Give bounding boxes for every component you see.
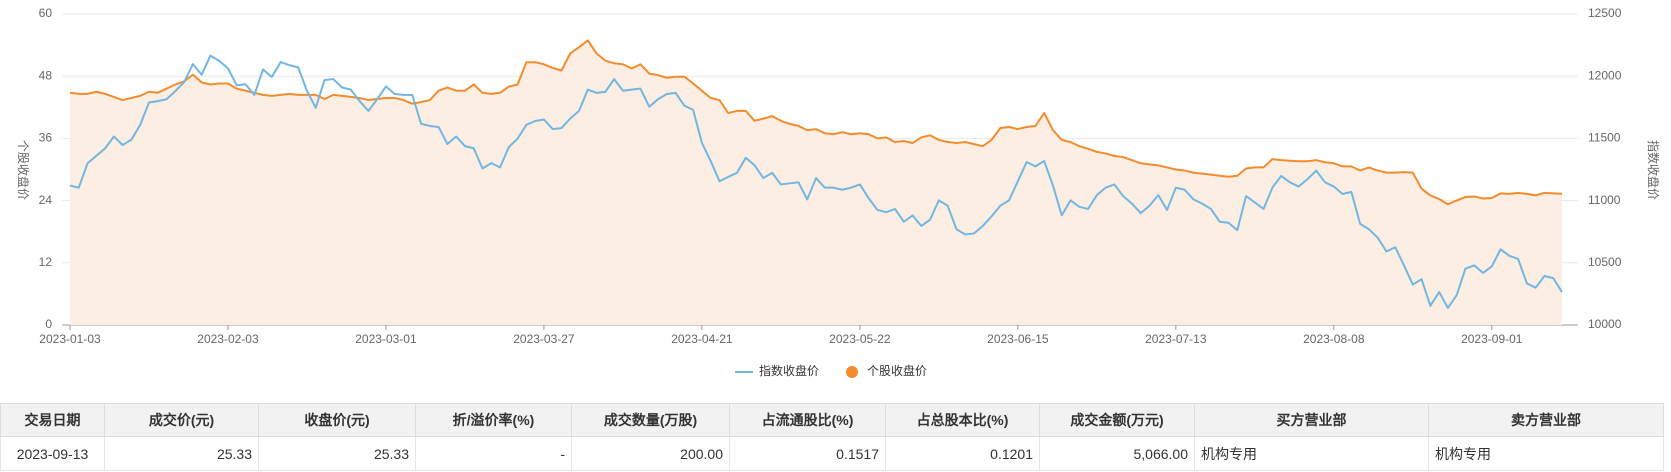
column-header: 成交金额(万元) [1039, 403, 1195, 437]
table-cell: 0.1517 [729, 436, 886, 471]
table-cell: 200.00 [571, 436, 730, 471]
column-header: 占总股本比(%) [885, 403, 1040, 437]
area [70, 40, 1562, 325]
y2-tick-label: 11500 [1588, 131, 1621, 145]
legend-label[interactable]: 指数收盘价 [759, 363, 819, 378]
x-tick-label: 2023-08-08 [1303, 332, 1365, 346]
x-tick-label: 2023-05-22 [829, 332, 891, 346]
column-header: 折/溢价率(%) [415, 403, 572, 437]
table-cell: 0.1201 [885, 436, 1040, 471]
y2-tick-label: 10000 [1588, 317, 1622, 331]
y-tick-label: 60 [39, 6, 53, 20]
table-cell: 2023-09-13 [0, 436, 105, 471]
x-tick-label: 2023-07-13 [1145, 332, 1207, 346]
legend-label[interactable]: 个股收盘价 [867, 363, 927, 378]
trade-table: 交易日期 成交价(元) 收盘价(元) 折/溢价率(%) 成交数量(万股) 占流通股比(%)… [0, 403, 1664, 471]
legend-swatch[interactable] [846, 366, 858, 378]
column-header: 成交数量(万股) [571, 403, 730, 437]
y-tick-label: 36 [39, 131, 53, 145]
x-tick-label: 2023-02-03 [197, 332, 259, 346]
x-tick-label: 2023-09-01 [1461, 332, 1523, 346]
y-tick-label: 24 [39, 193, 53, 207]
chart: 个股收盘价 指数收盘价 0 12 24 36 48 60 10000 10500 11000 11… [16, 6, 1661, 378]
line [69, 54, 1563, 309]
y-tick-label: 48 [39, 68, 53, 82]
table-cell: 机构专用 [1428, 436, 1664, 471]
y2-axis-title: 指数收盘价 [1646, 140, 1661, 200]
table-cell: 25.33 [258, 436, 416, 471]
table-row: 2023-09-13 25.33 25.33-200.00 0.1517 0.1201 5… [0, 436, 1664, 471]
column-header: 占流通股比(%) [729, 403, 886, 437]
column-header: 卖方营业部 [1428, 403, 1664, 437]
table-cell: - [415, 436, 572, 471]
x-tick-label: 2023-04-21 [671, 332, 733, 346]
y2-tick-label: 12500 [1588, 6, 1622, 20]
column-header: 交易日期 [0, 403, 105, 437]
x-tick-label: 2023-06-15 [987, 332, 1049, 346]
x-tick-label: 2023-03-27 [513, 332, 575, 346]
y-tick-label: 12 [39, 255, 53, 269]
table-cell: 5,066.00 [1039, 436, 1195, 471]
y-tick-label: 0 [45, 317, 52, 331]
table-cell: 25.33 [104, 436, 259, 471]
y2-tick-label: 11000 [1588, 193, 1621, 207]
table-header: 交易日期 成交价(元) 收盘价(元) 折/溢价率(%) 成交数量(万股) 占流通股比(%)… [0, 403, 1664, 437]
y2-tick-label: 10500 [1588, 255, 1622, 269]
table-body: 2023-09-13 25.33 25.33-200.00 0.1517 0.1201 5… [0, 436, 1664, 471]
y-axis-title: 个股收盘价 [16, 140, 31, 200]
x-tick-label: 2023-01-03 [39, 332, 101, 346]
y2-tick-label: 12000 [1588, 68, 1622, 82]
column-header: 收盘价(元) [258, 403, 416, 437]
table-cell: 机构专用 [1194, 436, 1429, 471]
column-header: 买方营业部 [1194, 403, 1429, 437]
column-header: 成交价(元) [104, 403, 259, 437]
x-tick-label: 2023-03-01 [355, 332, 417, 346]
